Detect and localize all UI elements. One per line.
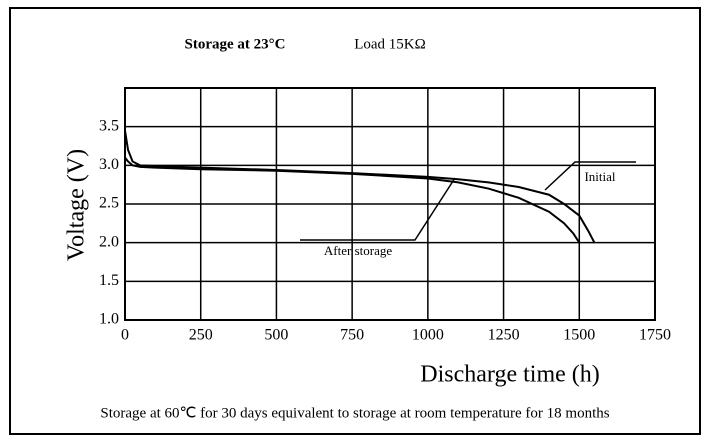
x-tick-label: 250	[189, 327, 213, 344]
annotation: After storage	[324, 243, 392, 258]
x-tick-label: 1750	[639, 327, 671, 344]
y-tick-label: 2.0	[99, 233, 119, 250]
x-tick-label: 1250	[488, 327, 520, 344]
series-line	[124, 130, 596, 244]
leader-line	[300, 177, 456, 241]
leader-line	[544, 161, 636, 191]
y-tick-label: 2.5	[99, 195, 119, 212]
x-tick-label: 0	[121, 327, 129, 344]
y-axis-label: Voltage (V)	[64, 149, 90, 261]
y-tick-label: 1.0	[99, 311, 119, 328]
y-tick-label: 3.5	[99, 117, 119, 134]
x-tick-label: 1500	[563, 327, 595, 344]
x-tick-label: 1000	[412, 327, 444, 344]
x-axis-label: Discharge time (h)	[420, 362, 600, 388]
series-line	[124, 156, 581, 244]
y-tick-label: 1.5	[99, 272, 119, 289]
y-tick-label: 3.0	[99, 156, 119, 173]
footnote: Storage at 60℃ for 30 days equivalent to…	[100, 405, 609, 421]
chart-title: Storage at 23°C	[185, 36, 286, 52]
frame	[9, 7, 701, 435]
annotation: Initial	[584, 169, 615, 184]
x-tick-label: 500	[264, 327, 288, 344]
chart-subtitle: Load 15KΩ	[354, 36, 426, 52]
x-tick-label: 750	[340, 327, 364, 344]
